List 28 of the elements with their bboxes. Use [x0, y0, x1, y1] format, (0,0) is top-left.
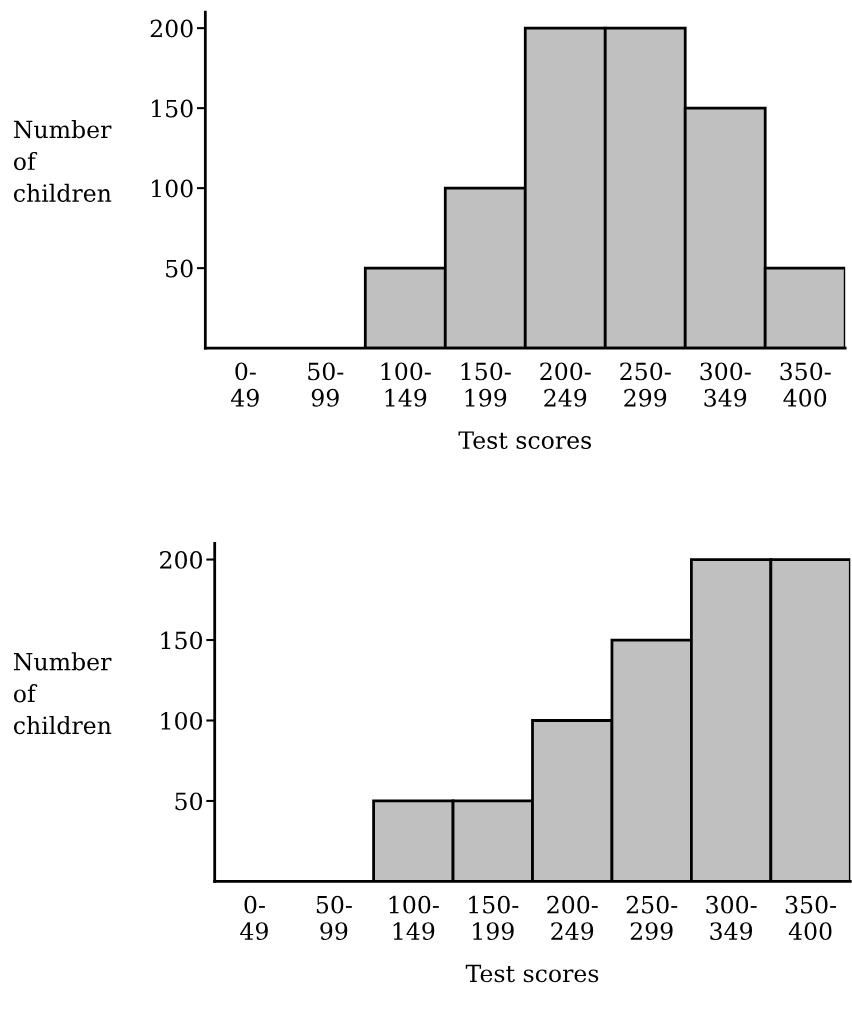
x-tick-label: 350- 400 — [780, 362, 831, 407]
y-tick-label: 50 — [166, 259, 193, 278]
x-tick-label: 150- 199 — [469, 895, 519, 941]
x-tick-label: 350- 400 — [785, 895, 837, 941]
x-tick-label: 0- 49 — [231, 362, 259, 407]
x-tick-label: 300- 349 — [706, 895, 757, 941]
x-tick-label: 100- 149 — [389, 895, 439, 941]
y-axis-title: Number of children — [13, 652, 112, 735]
y-tick-label: 100 — [152, 179, 193, 198]
x-tick-label: 50- 99 — [316, 895, 352, 941]
x-tick-label: 100- 149 — [381, 362, 431, 407]
y-tick-label: 150 — [161, 631, 203, 650]
x-axis-title: Test scores — [458, 431, 592, 450]
x-axis-title: Test scores — [465, 964, 599, 983]
x-tick-label: 250- 299 — [626, 895, 678, 941]
x-tick-label: 250- 299 — [620, 362, 671, 407]
x-tick-label: 50- 99 — [308, 362, 344, 407]
y-tick-label: 100 — [161, 711, 203, 730]
x-tick-label: 200- 249 — [540, 362, 591, 407]
x-tick-label: 150- 199 — [461, 362, 511, 407]
x-tick-label: 200- 249 — [547, 895, 598, 941]
x-tick-label: 0- 49 — [240, 895, 268, 941]
y-axis-title: Number of children — [13, 120, 112, 203]
x-tick-label: 300- 349 — [700, 362, 751, 407]
y-tick-label: 200 — [160, 550, 203, 569]
y-tick-label: 50 — [175, 792, 203, 811]
y-tick-label: 200 — [150, 19, 193, 38]
y-tick-label: 150 — [152, 99, 193, 118]
